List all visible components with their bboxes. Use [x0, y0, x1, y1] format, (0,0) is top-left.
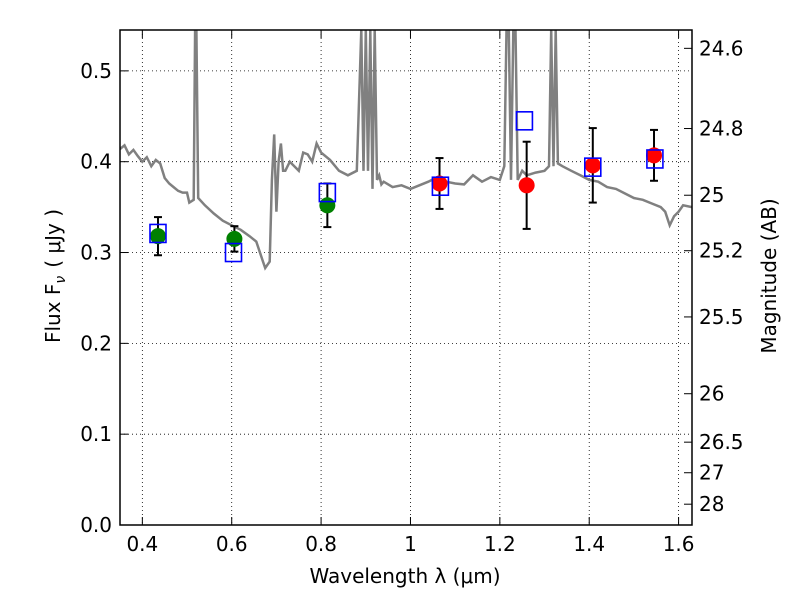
x-tick-label: 0.8	[305, 532, 337, 556]
model-square-point	[431, 176, 450, 197]
y-axis-label: Flux Fν ( μJy )	[41, 209, 69, 343]
data-point	[431, 175, 448, 192]
mag-tick-label: 24.6	[699, 36, 744, 60]
x-tick-label: 0.6	[216, 532, 248, 556]
y-axis-label-main: Flux F	[41, 284, 65, 343]
model-square-point	[583, 157, 602, 177]
mag-tick-label: 25.2	[699, 239, 744, 263]
mag-tick-label: 25	[699, 183, 724, 207]
data-point	[646, 147, 663, 164]
model-square-point	[149, 223, 167, 244]
mag-tick-label: 27	[699, 461, 724, 485]
mag-tick-label: 26	[699, 382, 724, 406]
y-tick-label: 0.2	[80, 331, 112, 355]
data-point	[226, 230, 243, 247]
x-tick-label: 1.6	[663, 532, 695, 556]
right-axis-label: Magnitude (AB)	[757, 198, 781, 353]
mag-tick-label: 28	[699, 492, 724, 516]
data-point	[149, 228, 166, 245]
plot-frame	[119, 29, 693, 526]
y-axis-label-subscript: ν	[53, 276, 69, 284]
y-tick-label: 0.0	[80, 513, 112, 537]
data-point	[319, 197, 336, 214]
x-tick-label: 1.4	[573, 532, 605, 556]
model-square-point	[318, 182, 337, 203]
spectrum-line	[120, 30, 692, 271]
mag-tick-label: 24.8	[699, 117, 744, 141]
x-axis-label: Wavelength λ (μm)	[309, 564, 500, 588]
x-tick-label: 1.2	[484, 532, 516, 556]
y-tick-label: 0.3	[80, 241, 112, 265]
x-tick-label: 0.4	[126, 532, 158, 556]
photometry-points	[149, 111, 664, 263]
y-tick-label: 0.5	[80, 59, 112, 83]
grid-lines	[120, 30, 692, 526]
x-tick-label: 1	[404, 532, 417, 556]
y-tick-label: 0.1	[80, 422, 112, 446]
y-tick-label: 0.4	[80, 150, 112, 174]
axes: 0.4 0.6 0.8 1 1.2 1.4 1.6 0.0 0.1 0.2 0.3 0.4 0.5 24.…	[80, 29, 744, 556]
mag-tick-label: 26.5	[699, 430, 744, 454]
model-spectrum	[120, 30, 692, 271]
data-point	[584, 157, 601, 174]
y-axis-label-unit: ( μJy )	[41, 209, 65, 268]
model-square-point	[515, 111, 534, 131]
mag-tick-label: 25.5	[699, 305, 744, 329]
data-point	[518, 177, 535, 194]
model-square-point	[224, 242, 243, 263]
model-square-point	[646, 149, 664, 169]
